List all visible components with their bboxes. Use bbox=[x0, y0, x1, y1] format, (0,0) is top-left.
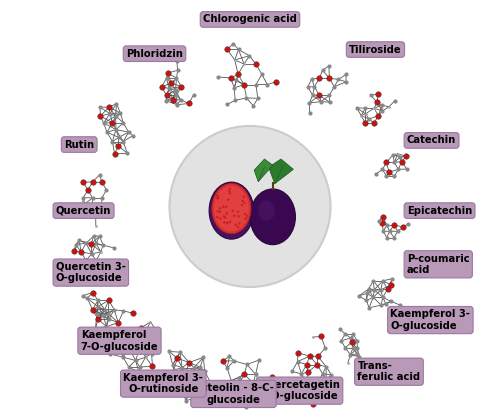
Polygon shape bbox=[268, 159, 293, 184]
Circle shape bbox=[238, 222, 240, 225]
Circle shape bbox=[217, 195, 220, 198]
Circle shape bbox=[223, 221, 226, 223]
Circle shape bbox=[222, 205, 224, 208]
Text: Quercetin: Quercetin bbox=[56, 206, 112, 216]
Circle shape bbox=[244, 202, 246, 204]
Text: Catechin: Catechin bbox=[407, 135, 456, 145]
Circle shape bbox=[216, 216, 218, 218]
Circle shape bbox=[237, 226, 239, 228]
Circle shape bbox=[170, 126, 330, 287]
Text: Luteolin - 8-C-
glucoside: Luteolin - 8-C- glucoside bbox=[194, 383, 274, 405]
Text: Phloridzin: Phloridzin bbox=[126, 49, 183, 59]
Text: P-coumaric
acid: P-coumaric acid bbox=[407, 254, 470, 275]
Circle shape bbox=[224, 216, 226, 219]
Circle shape bbox=[242, 200, 244, 202]
Circle shape bbox=[219, 217, 222, 220]
Circle shape bbox=[234, 223, 237, 226]
Circle shape bbox=[228, 190, 230, 192]
Ellipse shape bbox=[214, 186, 249, 231]
Ellipse shape bbox=[209, 182, 254, 239]
Circle shape bbox=[233, 214, 235, 217]
Circle shape bbox=[226, 212, 228, 214]
Text: Trans-
ferulic acid: Trans- ferulic acid bbox=[358, 361, 420, 382]
Text: Tiliroside: Tiliroside bbox=[349, 45, 402, 55]
Text: Kaempferol
7-O-glucoside: Kaempferol 7-O-glucoside bbox=[80, 330, 158, 351]
Circle shape bbox=[238, 215, 240, 218]
Circle shape bbox=[228, 188, 231, 190]
Circle shape bbox=[216, 197, 219, 199]
Circle shape bbox=[244, 218, 246, 220]
Circle shape bbox=[244, 213, 246, 215]
Circle shape bbox=[228, 192, 231, 195]
Text: Quercetin 3-
O-glucoside: Quercetin 3- O-glucoside bbox=[56, 262, 126, 283]
Circle shape bbox=[246, 215, 248, 217]
Circle shape bbox=[242, 196, 245, 198]
Text: Quercetagetin
7-O-glucoside: Quercetagetin 7-O-glucoside bbox=[259, 380, 340, 401]
Text: Kaempferol 3-
O-glucoside: Kaempferol 3- O-glucoside bbox=[390, 309, 470, 331]
Text: Chlorogenic acid: Chlorogenic acid bbox=[203, 14, 297, 24]
Circle shape bbox=[222, 215, 225, 218]
Ellipse shape bbox=[250, 189, 296, 244]
Circle shape bbox=[216, 210, 219, 213]
Text: Epicatechin: Epicatechin bbox=[407, 206, 472, 216]
Circle shape bbox=[216, 194, 218, 197]
Text: Rutin: Rutin bbox=[64, 140, 94, 150]
Circle shape bbox=[232, 210, 234, 212]
Text: Kaempferol 3-
O-rutinoside: Kaempferol 3- O-rutinoside bbox=[124, 373, 203, 394]
Circle shape bbox=[240, 204, 243, 206]
Ellipse shape bbox=[258, 200, 275, 221]
Circle shape bbox=[218, 211, 221, 213]
Circle shape bbox=[236, 211, 239, 213]
Ellipse shape bbox=[212, 183, 251, 234]
Circle shape bbox=[226, 222, 228, 224]
Circle shape bbox=[224, 206, 227, 208]
Circle shape bbox=[227, 198, 230, 201]
Circle shape bbox=[228, 221, 231, 223]
Circle shape bbox=[216, 197, 219, 199]
Polygon shape bbox=[254, 159, 272, 182]
Circle shape bbox=[218, 207, 221, 209]
